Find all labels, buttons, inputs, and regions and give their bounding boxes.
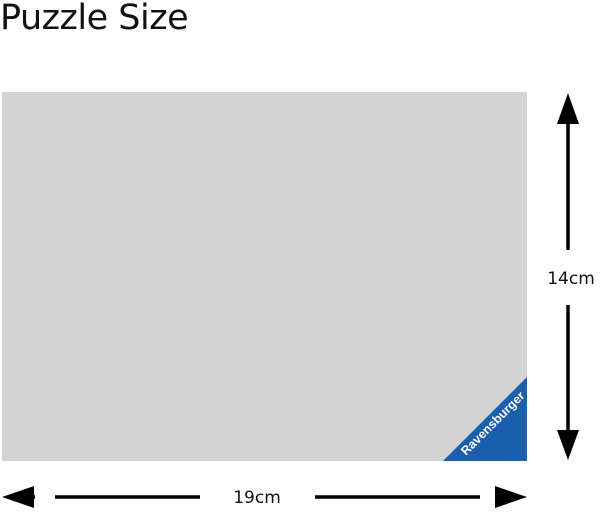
arrow-up-icon — [557, 93, 579, 124]
arrow-left-icon — [2, 486, 34, 508]
page-title: Puzzle Size — [0, 0, 189, 38]
arrow-down-icon — [557, 430, 579, 460]
width-arrow — [2, 486, 527, 508]
height-arrow — [557, 93, 579, 460]
height-label: 14cm — [547, 269, 595, 289]
width-label: 19cm — [233, 488, 281, 508]
logo-triangle — [443, 377, 527, 461]
arrow-right-icon — [495, 486, 527, 508]
puzzle-area — [2, 92, 527, 461]
